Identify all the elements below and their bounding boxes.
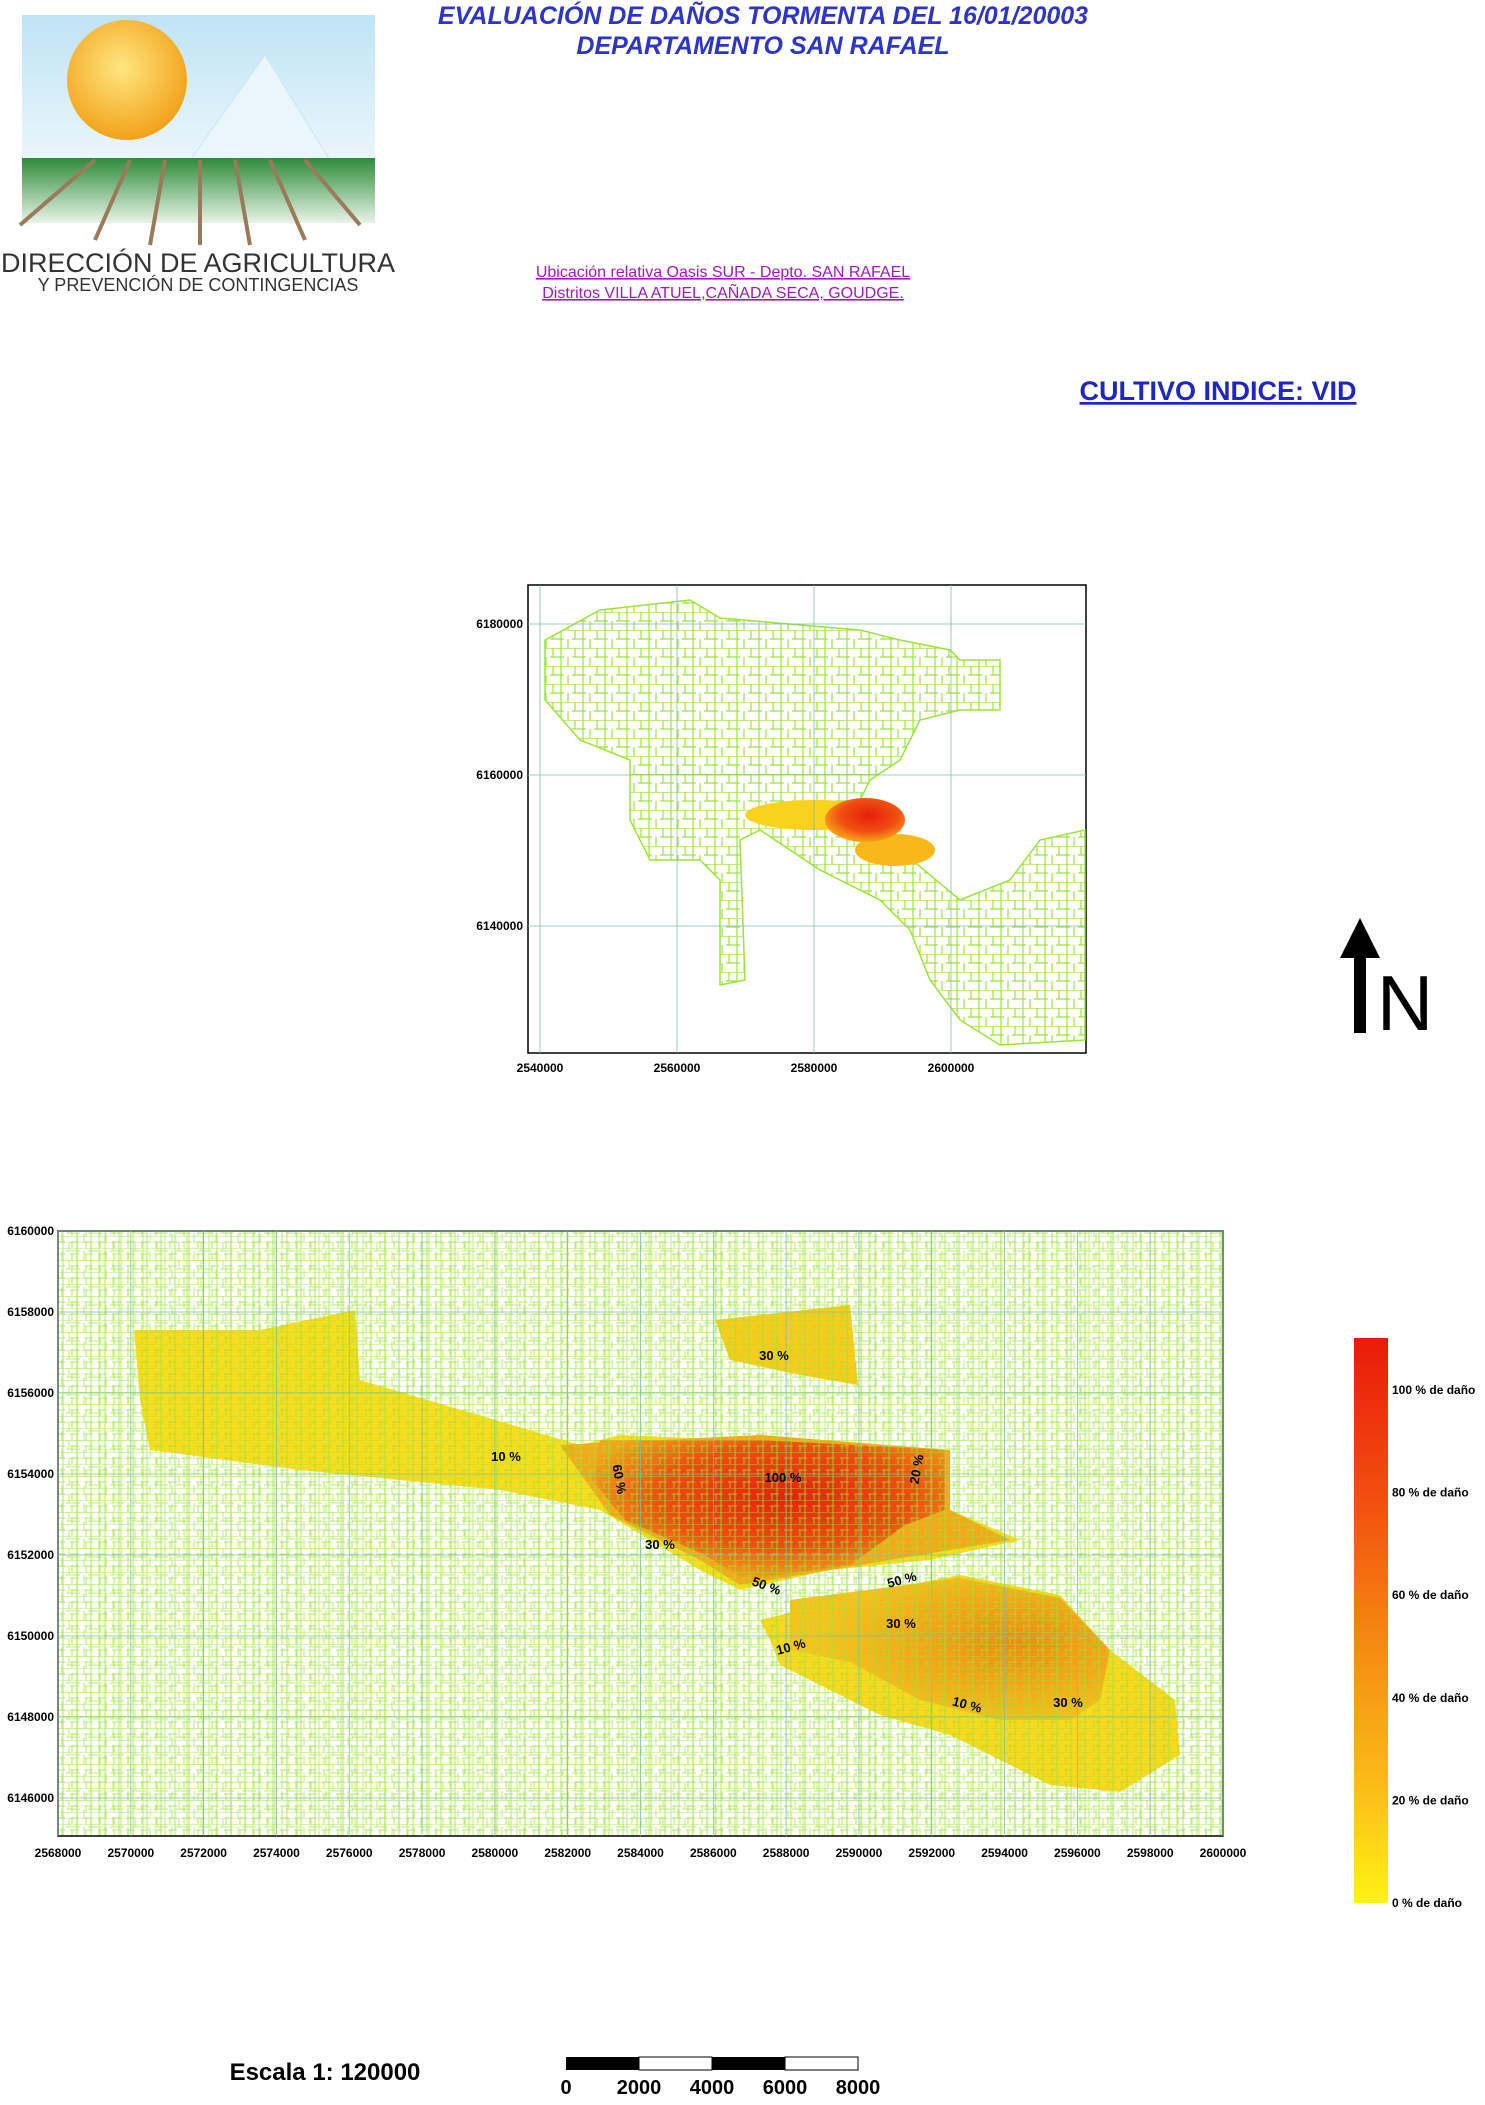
x-tick-label: 2584000 (617, 1846, 664, 1860)
damage-label: 30 % (1053, 1695, 1083, 1710)
detail-map: 2568000 2570000 2572000 2574000 2576000 25780… (7, 1224, 1246, 1860)
north-label: N (1377, 959, 1433, 1047)
scale-label: 4000 (690, 2077, 735, 2099)
location: Distritos VILLA ATUEL,CAÑADA SECA, GOUDG… (542, 282, 904, 302)
x-tick-label: 2582000 (544, 1846, 591, 1860)
legend-label: 0 % de daño (1392, 1896, 1462, 1910)
x-tick-label: 2586000 (690, 1846, 737, 1860)
y-tick-label: 6140000 (476, 919, 523, 933)
title: EVALUACIÓN DE DAÑOS TORMENTA DEL 16/01/2… (438, 0, 1088, 30)
x-tick-label: 2580000 (791, 1061, 838, 1075)
y-tick-label: 6154000 (7, 1467, 54, 1481)
y-tick-label: 6160000 (476, 768, 523, 782)
logo-line2: Y PREVENCIÓN DE CONTINGENCIAS (38, 274, 359, 295)
overview-map: 2540000 2560000 2580000 2600000 6180000 61600… (476, 584, 1087, 1075)
legend-label: 40 % de daño (1392, 1691, 1469, 1705)
x-tick-label: 2568000 (35, 1846, 82, 1860)
x-tick-label: 2594000 (981, 1846, 1028, 1860)
damage-label: 60 % (609, 1463, 629, 1495)
y-tick-label: 6156000 (7, 1386, 54, 1400)
legend-label: 80 % de daño (1392, 1486, 1469, 1500)
x-tick-label: 2572000 (180, 1846, 227, 1860)
damage-label: 20 % (907, 1453, 927, 1485)
x-tick-label: 2578000 (399, 1846, 446, 1860)
x-tick-label: 2560000 (654, 1061, 701, 1075)
north-arrow: N (1340, 918, 1433, 1047)
logo: DIRECCIÓN DE AGRICULTURA Y PREVENCIÓN DE… (1, 15, 395, 295)
damage-label: 30 % (886, 1616, 916, 1631)
x-tick-label: 2570000 (107, 1846, 154, 1860)
x-tick-label: 2596000 (1054, 1846, 1101, 1860)
crop-label: CULTIVO INDICE: VID (1079, 376, 1356, 406)
scale-label: 0 (560, 2077, 571, 2099)
x-tick-label: 2540000 (517, 1061, 564, 1075)
x-tick-label: 2592000 (908, 1846, 955, 1860)
damage-label: 30 % (759, 1348, 789, 1363)
y-tick-label: 6160000 (7, 1224, 54, 1238)
y-tick-label: 6180000 (476, 617, 523, 631)
location: Ubicación relativa Oasis SUR - Depto. SA… (536, 264, 910, 281)
legend-label: 60 % de daño (1392, 1588, 1469, 1602)
y-tick-label: 6158000 (7, 1305, 54, 1319)
x-tick-label: 2576000 (326, 1846, 373, 1860)
damage-label: 30 % (645, 1537, 675, 1552)
y-tick-label: 6152000 (7, 1548, 54, 1562)
damage-label: 10 % (491, 1449, 521, 1464)
legend-label: 100 % de daño (1392, 1383, 1475, 1397)
x-tick-label: 2580000 (472, 1846, 519, 1860)
legend-label: 20 % de daño (1392, 1793, 1469, 1807)
damage-label: 100 % (765, 1470, 802, 1485)
x-tick-label: 2600000 (1200, 1846, 1247, 1860)
x-tick-label: 2588000 (763, 1846, 810, 1860)
scale-text: Escala 1: 120000 (230, 2059, 421, 2086)
title: DEPARTAMENTO SAN RAFAEL (576, 32, 949, 60)
x-tick-label: 2590000 (836, 1846, 883, 1860)
scale-label: 8000 (836, 2077, 881, 2099)
x-tick-label: 2574000 (253, 1846, 300, 1860)
scale-label: 6000 (763, 2077, 808, 2099)
legend: 100 % de daño 80 % de daño 60 % de daño 40 … (1354, 1338, 1475, 1910)
scale-bar (566, 2056, 859, 2071)
logo-line1: DIRECCIÓN DE AGRICULTURA (1, 247, 395, 278)
x-tick-label: 2598000 (1127, 1846, 1174, 1860)
y-tick-label: 6146000 (7, 1791, 54, 1805)
scale-label: 2000 (617, 2077, 662, 2099)
x-tick-label: 2600000 (928, 1061, 975, 1075)
y-tick-label: 6150000 (7, 1629, 54, 1643)
y-tick-label: 6148000 (7, 1710, 54, 1724)
